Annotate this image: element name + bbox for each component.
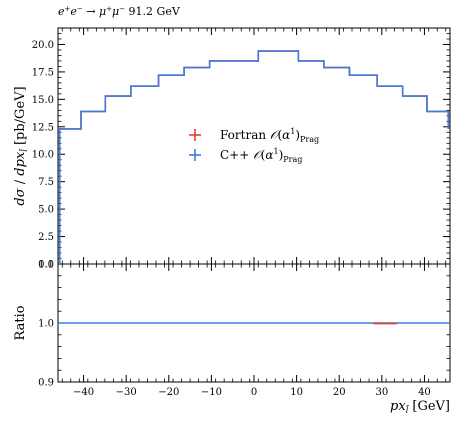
main-y-tick-label: 10.0	[32, 150, 54, 161]
main-y-tick-label: 7.5	[38, 177, 54, 188]
x-tick-label: 20	[333, 387, 346, 398]
x-axis-label: pxl̄ [GeV]	[390, 399, 450, 415]
x-tick-label: 40	[418, 387, 431, 398]
ratio-y-ticks: 0.9 1.0 1.1	[38, 260, 450, 389]
main-y-tick-label: 2.5	[38, 232, 54, 243]
series-cpp-histogram	[58, 50, 450, 264]
main-y-axis-label: dσ / dpxl̄ [pb/GeV]	[13, 86, 29, 205]
main-y-tick-label-zero: 0.0	[38, 260, 54, 271]
ratio-y-axis-label: Ratio	[13, 305, 28, 340]
legend-label-fortran: Fortran 𝒪(α1)Prag	[220, 127, 319, 144]
main-x-ticks	[61, 28, 447, 264]
x-tick-label: 30	[375, 387, 388, 398]
x-tick-label: 10	[290, 387, 303, 398]
ratio-y-tick-label: 1.0	[38, 319, 54, 330]
main-y-ticks: 2.5 5.0 7.5 10.0 12.5 15.0 17.5 20.0 0.0	[32, 33, 450, 271]
legend-label-cpp: C++ 𝒪(α1)Prag	[220, 147, 302, 164]
main-y-tick-label: 20.0	[32, 40, 54, 51]
main-y-tick-label: 17.5	[32, 67, 54, 78]
x-tick-label: −20	[158, 387, 179, 398]
x-tick-label: −40	[73, 387, 94, 398]
chart-title: e+e− → μ+μ− 91.2 GeV	[58, 5, 181, 18]
main-plot-frame	[57, 27, 451, 265]
ratio-x-ticks: −40 −30 −20 −10 0 10 20 30 40	[61, 264, 447, 398]
main-y-tick-label: 15.0	[32, 95, 54, 106]
legend-marker-fortran	[189, 129, 201, 141]
x-tick-label: −30	[116, 387, 137, 398]
main-y-tick-label: 12.5	[32, 122, 54, 133]
ratio-y-tick-label: 0.9	[38, 378, 54, 389]
legend: Fortran 𝒪(α1)Prag C++ 𝒪(α1)Prag	[189, 127, 319, 164]
legend-marker-cpp	[189, 149, 201, 161]
x-tick-label: −10	[201, 387, 222, 398]
ratio-y-tick-label: 1.1	[38, 260, 54, 271]
x-tick-label: 0	[251, 387, 257, 398]
main-y-tick-label: 5.0	[38, 205, 54, 216]
